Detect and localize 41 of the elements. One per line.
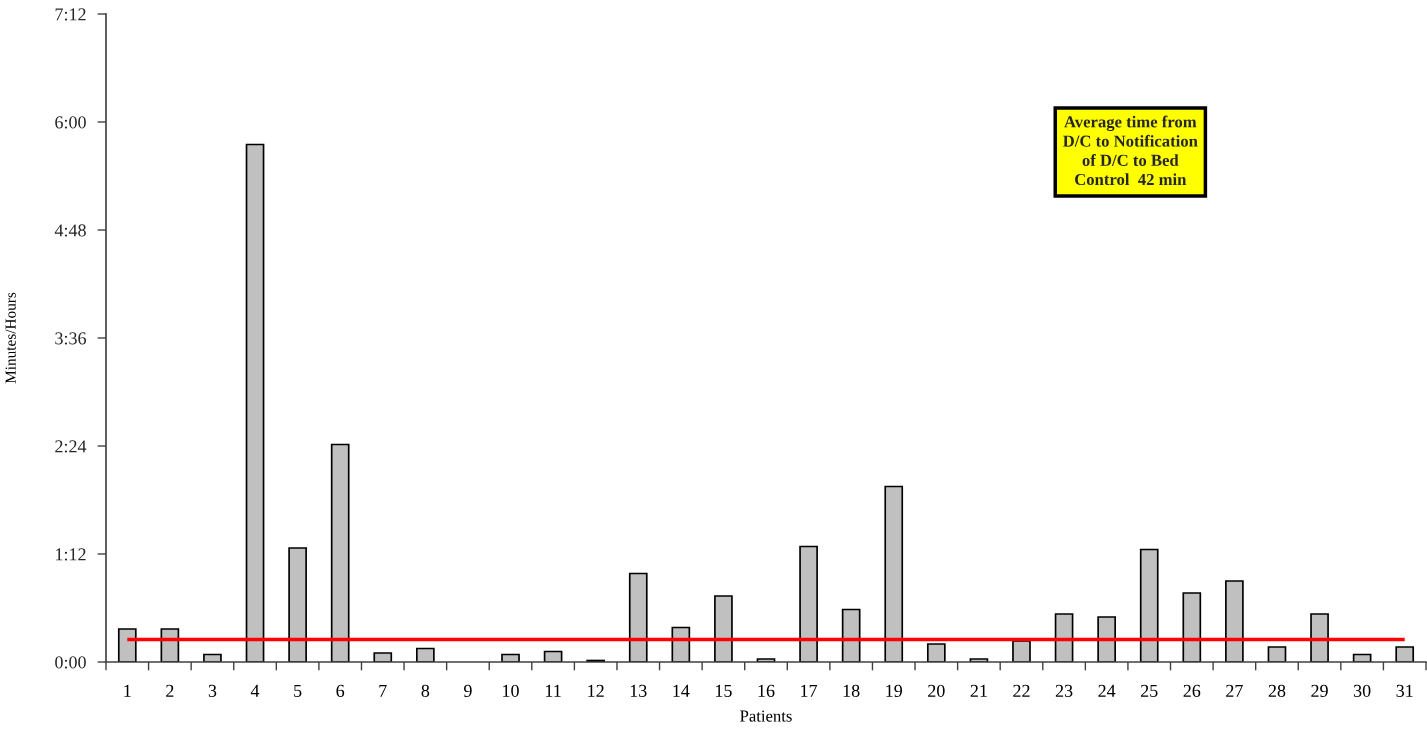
x-tick-label: 9 xyxy=(464,684,472,697)
x-tick-label: 26 xyxy=(1183,684,1201,697)
x-tick-label: 23 xyxy=(1055,684,1073,697)
x-tick-label: 8 xyxy=(421,684,430,697)
y-tick-label: 0:00 xyxy=(55,656,86,669)
x-tick-label: 29 xyxy=(1311,684,1328,697)
x-tick-label: 13 xyxy=(630,684,647,697)
x-tick-label: 16 xyxy=(758,684,775,697)
x-tick-label: 25 xyxy=(1140,684,1158,697)
x-tick-label: 1 xyxy=(124,684,131,697)
x-tick-label: 11 xyxy=(546,684,561,697)
x-tick-label: 10 xyxy=(503,684,519,697)
x-tick-label: 14 xyxy=(673,684,690,697)
x-tick-label: 18 xyxy=(843,684,860,697)
y-axis-title: Minutes/Hours xyxy=(5,292,16,384)
x-tick-label: 27 xyxy=(1226,684,1243,697)
x-tick-label: 24 xyxy=(1098,684,1116,697)
x-tick-label: 22 xyxy=(1013,684,1030,697)
x-tick-label: 17 xyxy=(801,684,818,697)
x-tick-label: 15 xyxy=(715,684,732,697)
y-tick-label: 6:00 xyxy=(55,116,86,129)
x-tick-label: 7 xyxy=(379,684,387,697)
x-tick-label: 20 xyxy=(928,684,945,697)
x-tick-label: 4 xyxy=(250,684,260,697)
x-tick-label: 30 xyxy=(1353,684,1371,697)
x-tick-label: 19 xyxy=(886,684,903,697)
x-axis-title: Patients xyxy=(740,710,792,722)
x-tick-label: 5 xyxy=(294,684,302,697)
x-tick-label: 12 xyxy=(588,684,604,697)
x-tick-label: 28 xyxy=(1268,684,1286,697)
x-tick-label: 31 xyxy=(1396,684,1413,697)
y-tick-label: 2:24 xyxy=(55,440,87,453)
x-tick-label: 3 xyxy=(208,684,217,697)
x-tick-label: 2 xyxy=(166,684,174,697)
y-tick-label: 3:36 xyxy=(55,332,87,345)
x-tick-label: 6 xyxy=(336,684,345,697)
x-tick-label: 21 xyxy=(970,684,987,697)
annotation: Average time from D/C to Notification of D/C to Bed Control 42 min xyxy=(1063,115,1198,186)
y-tick-label: 7:12 xyxy=(55,8,86,21)
y-tick-label: 1:12 xyxy=(56,548,86,561)
y-tick-label: 4:48 xyxy=(54,224,86,237)
